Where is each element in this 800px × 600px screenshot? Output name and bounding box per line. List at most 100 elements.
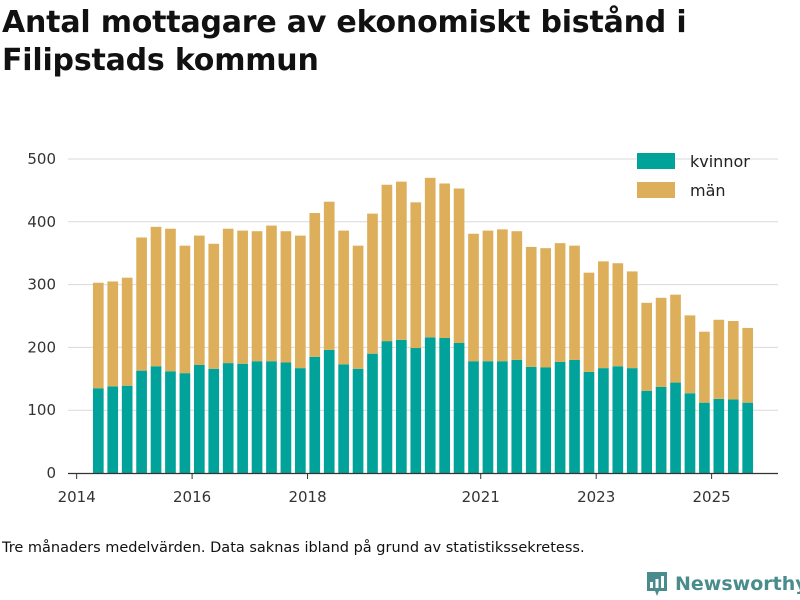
bar-man: [92, 282, 104, 389]
x-tick-label: 2016: [173, 488, 211, 506]
bars: [92, 177, 754, 473]
bar-man: [179, 245, 191, 374]
bar-kvinnor: [410, 348, 422, 473]
bar-man: [727, 321, 739, 400]
bar-kvinnor: [165, 371, 176, 473]
bar-chart-logo-icon: [647, 572, 667, 596]
bar-man: [150, 226, 162, 367]
bar-kvinnor: [670, 382, 681, 473]
bar-kvinnor: [222, 363, 234, 473]
bar-kvinnor: [468, 361, 479, 473]
y-tick-label: 0: [46, 464, 56, 482]
x-tick-label: 2018: [288, 488, 326, 506]
bar-kvinnor: [237, 363, 248, 473]
bar-man: [107, 281, 119, 387]
bar-kvinnor: [107, 386, 119, 473]
legend-swatch: [637, 153, 675, 169]
bar-kvinnor: [713, 398, 725, 473]
bar-man: [497, 229, 508, 362]
y-tick-label: 100: [27, 401, 56, 419]
bar-kvinnor: [150, 366, 162, 473]
bar-kvinnor: [121, 385, 133, 473]
bar-man: [612, 263, 624, 367]
legend-swatch: [637, 182, 675, 198]
bar-man: [323, 201, 335, 350]
bar-man: [410, 202, 422, 349]
bar-kvinnor: [294, 368, 306, 473]
y-tick-label: 500: [27, 150, 56, 168]
y-tick-label: 200: [27, 338, 56, 356]
bar-kvinnor: [338, 364, 349, 473]
bar-man: [598, 261, 609, 369]
bar-kvinnor: [655, 386, 667, 473]
bar-kvinnor: [439, 337, 450, 473]
bar-man: [338, 230, 349, 365]
brand-name: Newsworthy: [675, 573, 800, 595]
footnote: Tre månaders medelvärden. Data saknas ib…: [2, 540, 585, 556]
bar-man: [482, 230, 494, 362]
x-tick-label: 2023: [577, 488, 615, 506]
bar-man: [136, 237, 147, 371]
bar-kvinnor: [179, 373, 191, 473]
bar-kvinnor: [554, 361, 566, 473]
bar-kvinnor: [511, 359, 523, 473]
legend: kvinnor män: [637, 152, 750, 200]
bar-kvinnor: [641, 390, 653, 473]
bar-kvinnor: [598, 368, 609, 473]
bar-man: [670, 294, 681, 383]
bar-kvinnor: [323, 349, 335, 473]
bar-kvinnor: [569, 359, 580, 473]
bar-man: [121, 277, 133, 386]
bar-kvinnor: [381, 341, 393, 473]
bar-kvinnor: [699, 402, 710, 473]
bar-kvinnor: [525, 366, 537, 473]
legend-label: kvinnor: [690, 152, 750, 171]
legend-label: män: [690, 181, 726, 200]
bar-man: [208, 243, 220, 369]
bar-man: [367, 213, 378, 354]
bar-kvinnor: [367, 353, 378, 473]
bar-kvinnor: [583, 371, 595, 473]
y-tick-label: 300: [27, 276, 56, 294]
bar-kvinnor: [453, 343, 465, 473]
bar-kvinnor: [309, 356, 321, 473]
bar-kvinnor: [497, 361, 508, 473]
bar-kvinnor: [742, 402, 754, 473]
bar-man: [626, 271, 638, 369]
bar-kvinnor: [727, 399, 739, 473]
bar-kvinnor: [612, 366, 624, 473]
bar-man: [251, 231, 263, 362]
bar-kvinnor: [352, 368, 364, 473]
bar-kvinnor: [92, 388, 104, 473]
y-axis: 0 100 200 300 400 500: [27, 150, 56, 482]
bar-kvinnor: [193, 364, 205, 473]
x-tick-label: 2025: [693, 488, 731, 506]
bar-man: [742, 327, 754, 403]
bar-kvinnor: [266, 361, 277, 473]
bar-kvinnor: [136, 370, 147, 473]
x-tick-label: 2014: [58, 488, 96, 506]
bar-man: [655, 297, 667, 387]
y-tick-label: 400: [27, 213, 56, 231]
bar-man: [222, 228, 234, 364]
bar-kvinnor: [280, 362, 292, 473]
bar-kvinnor: [251, 361, 263, 473]
bar-kvinnor: [684, 393, 696, 473]
bar-man: [352, 245, 364, 369]
bar-man: [684, 315, 696, 394]
bar-man: [381, 184, 393, 342]
bar-kvinnor: [626, 368, 638, 473]
bar-man: [699, 331, 710, 403]
bar-man: [266, 225, 277, 362]
bar-man: [540, 248, 552, 368]
bar-man: [193, 235, 205, 365]
bar-man: [165, 228, 176, 372]
bar-man: [439, 183, 450, 338]
bar-man: [280, 231, 292, 363]
bar-kvinnor: [208, 368, 220, 473]
brand-logo[interactable]: Newsworthy: [645, 569, 800, 599]
bar-man: [583, 272, 595, 372]
bar-man: [554, 243, 566, 362]
bar-man: [237, 230, 248, 364]
